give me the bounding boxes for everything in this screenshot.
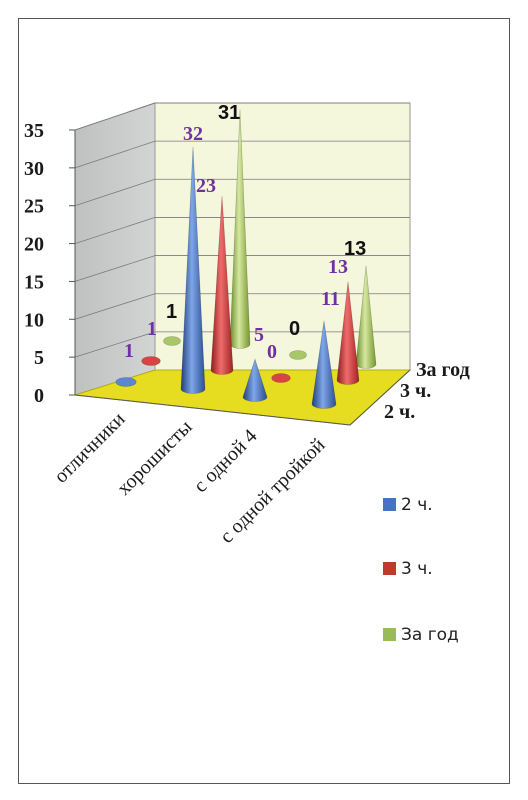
depth-axis-labels: 2 ч.3 ч.За год (384, 359, 470, 423)
cone-3 ч.-с одной тройкой (336, 281, 360, 385)
y-axis-ticks: 0 5 10 15 20 25 30 35 (24, 120, 75, 407)
data-label-3 ч.-отличники: 1 (147, 318, 157, 340)
y-tick-label: 15 (24, 271, 44, 293)
side-wall (74, 102, 156, 396)
gridline-side (74, 178, 156, 207)
data-label-За год-хорошисты: 31 (218, 102, 240, 124)
y-tick-label: 5 (34, 347, 44, 369)
cone-2 ч.-с одной 4 (242, 358, 268, 402)
gridline-side (74, 102, 156, 131)
legend: 2 ч. 3 ч. За год (383, 495, 459, 645)
legend-swatch (383, 628, 396, 641)
data-label-За год-отличники: 1 (166, 301, 177, 323)
cone-3 ч.-с одной 4 (271, 373, 291, 383)
y-tick-label: 30 (24, 158, 44, 180)
data-label-За год-с одной 4: 0 (289, 318, 300, 340)
depth-axis-label: 2 ч. (384, 401, 415, 423)
legend-label: За год (401, 625, 459, 645)
category-label: отличники (50, 408, 130, 488)
cone-3 ч.-хорошисты (210, 195, 234, 375)
data-label-2 ч.-отличники: 1 (124, 340, 134, 362)
y-tick-label: 0 (34, 385, 44, 407)
data-label-2 ч.-с одной тройкой: 11 (321, 288, 340, 310)
data-label-3 ч.-с одной тройкой: 13 (328, 256, 348, 278)
cone-3 ч.-отличники (141, 356, 161, 366)
legend-swatch (383, 498, 396, 511)
legend-swatch (383, 562, 396, 575)
data-label-3 ч.-хорошисты: 23 (196, 175, 216, 197)
cone-За год-отличники (163, 336, 181, 346)
y-tick-label: 35 (24, 120, 44, 142)
depth-axis-label: 3 ч. (400, 380, 431, 402)
data-label-3 ч.-с одной 4: 0 (267, 341, 277, 363)
gridline-side (74, 293, 156, 320)
data-label-За год-с одной тройкой: 13 (344, 238, 366, 260)
gridline-side (74, 217, 156, 244)
depth-axis-line (349, 369, 411, 426)
category-label: хорошисты (113, 416, 197, 500)
depth-axis-label: За год (416, 359, 470, 381)
category-label: с одной 4 (189, 425, 261, 497)
y-tick-label: 25 (24, 196, 44, 218)
gridline-side (74, 140, 156, 169)
data-label-2 ч.-хорошисты: 32 (183, 123, 203, 145)
cone-2 ч.-с одной тройкой (311, 320, 337, 409)
y-tick-label: 10 (24, 309, 44, 331)
cone-2 ч.-отличники (115, 377, 137, 387)
data-label-2 ч.-с одной 4: 5 (254, 324, 264, 346)
legend-label: 3 ч. (401, 559, 433, 579)
x-axis-line (74, 394, 351, 426)
cones-layer (115, 109, 377, 409)
cone-2 ч.-хорошисты (180, 146, 206, 394)
gridline-side (74, 255, 156, 282)
y-tick-label: 20 (24, 234, 44, 256)
legend-label: 2 ч. (401, 495, 433, 515)
gridline-side (74, 331, 156, 358)
cone-За год-с одной 4 (289, 350, 307, 360)
